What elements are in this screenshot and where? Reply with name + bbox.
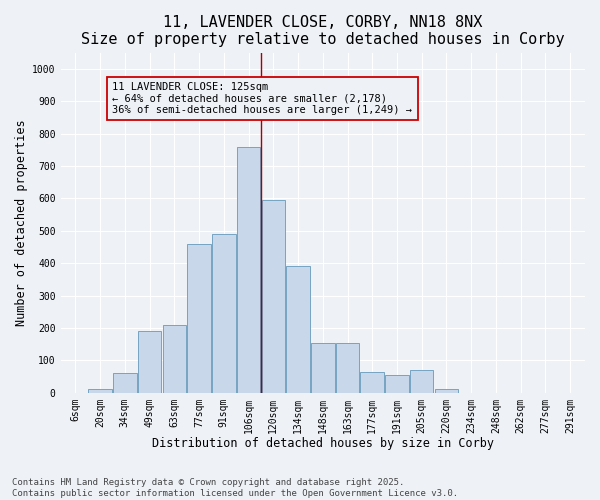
Bar — [336, 342, 359, 392]
Bar — [187, 244, 211, 392]
X-axis label: Distribution of detached houses by size in Corby: Distribution of detached houses by size … — [152, 437, 494, 450]
Bar — [88, 390, 112, 392]
Bar — [163, 324, 186, 392]
Text: 11 LAVENDER CLOSE: 125sqm
← 64% of detached houses are smaller (2,178)
36% of se: 11 LAVENDER CLOSE: 125sqm ← 64% of detac… — [112, 82, 412, 115]
Y-axis label: Number of detached properties: Number of detached properties — [15, 120, 28, 326]
Bar — [138, 331, 161, 392]
Bar — [237, 146, 260, 392]
Bar — [286, 266, 310, 392]
Bar — [435, 390, 458, 392]
Bar — [410, 370, 433, 392]
Text: Contains HM Land Registry data © Crown copyright and database right 2025.
Contai: Contains HM Land Registry data © Crown c… — [12, 478, 458, 498]
Bar — [113, 374, 137, 392]
Bar — [385, 375, 409, 392]
Bar — [212, 234, 236, 392]
Title: 11, LAVENDER CLOSE, CORBY, NN18 8NX
Size of property relative to detached houses: 11, LAVENDER CLOSE, CORBY, NN18 8NX Size… — [81, 15, 565, 48]
Bar — [361, 372, 384, 392]
Bar — [262, 200, 285, 392]
Bar — [311, 342, 335, 392]
